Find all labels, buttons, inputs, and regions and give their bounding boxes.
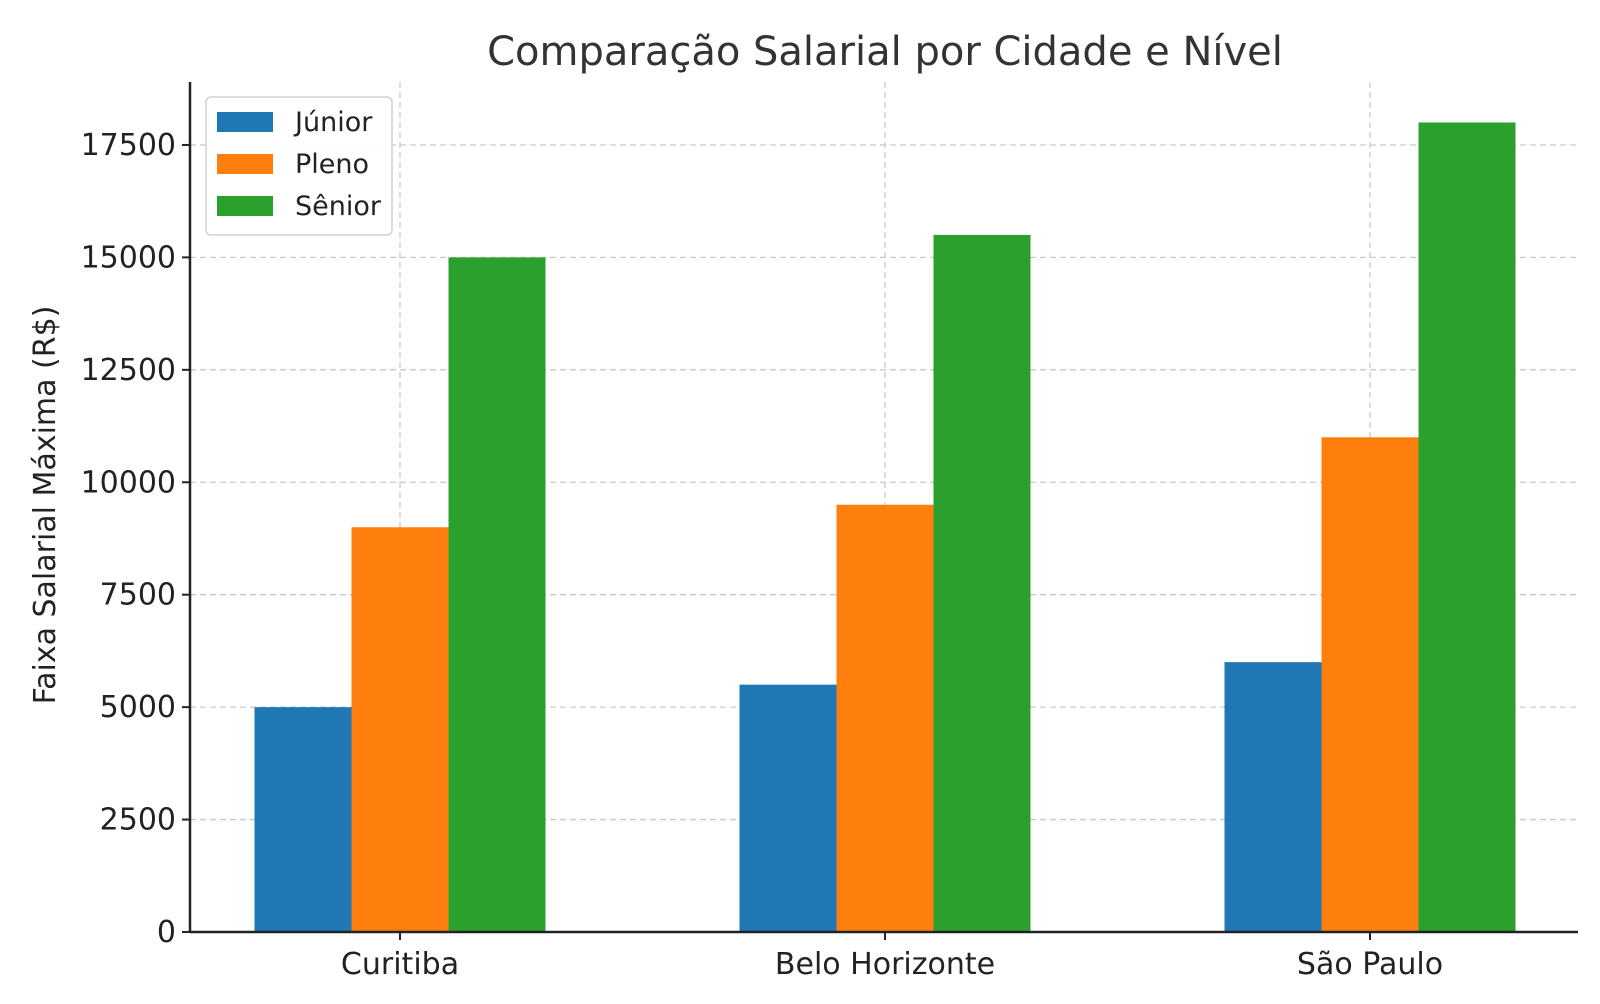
y-axis-label: Faixa Salarial Máxima (R$)	[28, 306, 63, 705]
legend-label: Pleno	[295, 149, 369, 180]
bar	[1321, 437, 1419, 932]
y-tick-label: 10000	[81, 465, 176, 500]
bar	[254, 707, 352, 932]
legend: Júnior Pleno Sênior	[205, 96, 393, 236]
y-tick-label: 7500	[100, 578, 176, 613]
y-tick-label: 12500	[81, 353, 176, 388]
legend-label: Júnior	[293, 107, 373, 138]
x-ticks: Curitiba Belo Horizonte São Paulo	[341, 932, 1443, 982]
bar	[1224, 662, 1322, 932]
bar	[739, 684, 837, 932]
legend-label: Sênior	[295, 191, 382, 222]
y-tick-label: 5000	[100, 690, 176, 725]
y-tick-label: 17500	[81, 128, 176, 163]
chart-title: Comparação Salarial por Cidade e Nível	[487, 29, 1283, 75]
x-tick-label: São Paulo	[1297, 947, 1443, 982]
bar	[933, 234, 1031, 933]
y-tick-label: 2500	[100, 803, 176, 838]
bars	[254, 122, 1516, 933]
legend-swatch	[217, 154, 273, 174]
bar	[351, 527, 449, 932]
y-ticks: 0 2500 5000 7500 10000 12500 15000 17500	[81, 128, 190, 950]
bar	[836, 504, 934, 932]
legend-swatch	[217, 112, 273, 132]
legend-swatch	[217, 196, 273, 216]
y-tick-label: 15000	[81, 240, 176, 275]
x-tick-label: Curitiba	[341, 947, 459, 982]
bar	[1418, 122, 1516, 932]
y-tick-label: 0	[157, 915, 176, 950]
bar	[448, 257, 546, 932]
x-tick-label: Belo Horizonte	[775, 947, 995, 982]
